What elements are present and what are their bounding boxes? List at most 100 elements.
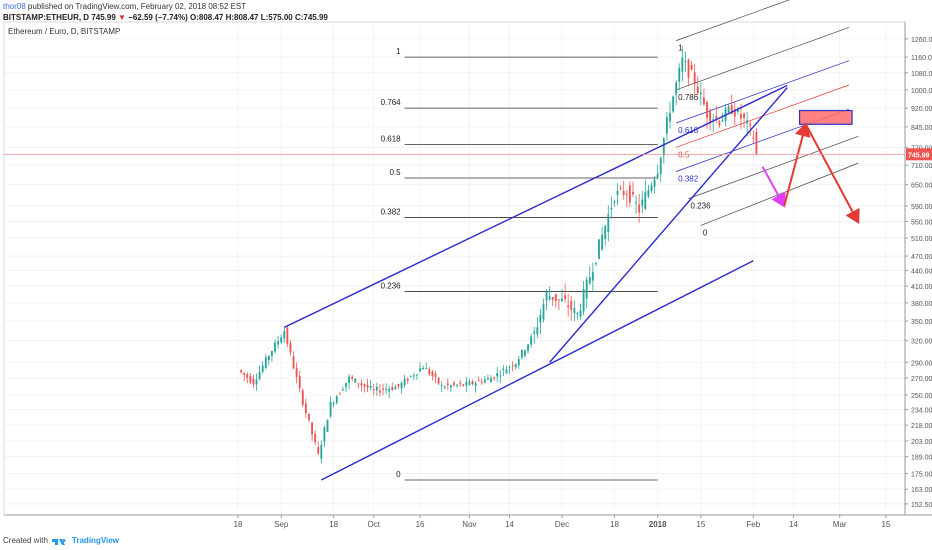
change-label: −62.59 (−7.74%) bbox=[128, 13, 188, 22]
candle-body bbox=[419, 368, 421, 372]
candle-body bbox=[286, 327, 289, 344]
candle-body bbox=[360, 383, 363, 386]
candle-body bbox=[496, 373, 499, 377]
candle-body bbox=[675, 82, 678, 95]
price-tick-label: 175.00 bbox=[911, 472, 932, 479]
candle-body bbox=[357, 383, 360, 385]
candle-body bbox=[647, 189, 650, 197]
trendlines[interactable] bbox=[283, 84, 788, 481]
candle-body bbox=[397, 383, 400, 387]
candle-body bbox=[295, 368, 298, 377]
fib-retracement[interactable]: 1 0.764 0.618 0.5 0.382 0.236 0 bbox=[381, 47, 658, 481]
channel-level-label: 1 bbox=[678, 44, 683, 53]
candle-body bbox=[564, 295, 567, 299]
candle-body bbox=[474, 383, 477, 387]
price-tick-label: 410.00 bbox=[911, 284, 932, 291]
candle-body bbox=[662, 138, 665, 156]
candle-body bbox=[576, 313, 579, 315]
candle-body bbox=[434, 373, 437, 377]
candle-body bbox=[354, 378, 357, 383]
candle-body bbox=[650, 185, 653, 191]
candle-body bbox=[459, 383, 462, 385]
price-tick-label: 163.00 bbox=[911, 487, 932, 494]
candle-body bbox=[678, 67, 681, 82]
candle-body bbox=[308, 413, 310, 421]
candle-body bbox=[715, 115, 718, 119]
symbol-label: BITSTAMP:ETHEUR, D bbox=[3, 13, 90, 22]
price-tick-label: 650.00 bbox=[911, 183, 932, 190]
candle-body bbox=[718, 121, 721, 126]
price-tick-label: 380.00 bbox=[911, 301, 932, 308]
pink-projection-arrow bbox=[761, 166, 786, 208]
price-tick-label: 234.00 bbox=[911, 408, 932, 415]
candle-body bbox=[480, 381, 483, 383]
candle-body bbox=[332, 402, 335, 405]
publish-text: published on TradingView.com, February 0… bbox=[27, 2, 247, 11]
candle-body bbox=[539, 315, 542, 323]
price-tick-label: 270.00 bbox=[911, 376, 932, 383]
channel-line bbox=[700, 162, 859, 226]
candle-body bbox=[437, 377, 440, 384]
candle-body bbox=[283, 331, 286, 339]
candle-body bbox=[644, 192, 647, 209]
date-tick-label: 18 bbox=[610, 520, 619, 529]
candle-body bbox=[271, 351, 273, 356]
candle-body bbox=[527, 344, 529, 351]
candle-body bbox=[681, 57, 684, 72]
candle-body bbox=[505, 369, 508, 374]
candle-body bbox=[493, 377, 496, 379]
candle-body bbox=[567, 305, 570, 308]
candle-body bbox=[277, 340, 280, 345]
price-tick-label: 152.50 bbox=[911, 502, 932, 509]
candle-body bbox=[468, 381, 471, 386]
candle-body bbox=[449, 385, 452, 388]
candle-body bbox=[573, 307, 576, 314]
candle-body bbox=[514, 364, 517, 368]
projections[interactable] bbox=[761, 109, 860, 224]
candle-body bbox=[490, 378, 492, 383]
candle-body bbox=[314, 434, 317, 443]
author-link[interactable]: thor08 bbox=[3, 2, 26, 11]
candle-body bbox=[601, 234, 604, 250]
candle-body bbox=[292, 356, 295, 369]
tradingview-logo-icon bbox=[51, 538, 66, 545]
candle-body bbox=[613, 201, 616, 203]
candle-body bbox=[406, 379, 409, 381]
candle-body bbox=[672, 96, 675, 112]
price-tick-label: 845.00 bbox=[911, 125, 932, 132]
date-tick-label: Mar bbox=[833, 520, 847, 529]
grid bbox=[3, 21, 906, 516]
target-zone bbox=[798, 109, 853, 125]
price-tick-label: 203.00 bbox=[911, 439, 932, 446]
candle-body bbox=[595, 262, 597, 264]
fib-level-label: 0 bbox=[396, 470, 401, 479]
candle-body bbox=[348, 376, 351, 383]
candle-body bbox=[709, 110, 712, 122]
candle-body bbox=[557, 299, 560, 301]
candle-body bbox=[261, 365, 264, 372]
down-arrow-icon: ▼ bbox=[118, 13, 126, 22]
candle-body bbox=[375, 386, 378, 391]
date-tick-label: Oct bbox=[368, 520, 381, 529]
candle-body bbox=[499, 375, 502, 377]
candle-body bbox=[669, 112, 671, 122]
date-tick-label: Nov bbox=[462, 520, 476, 529]
candle-body bbox=[335, 396, 338, 403]
channel-line bbox=[688, 135, 859, 199]
candle-body bbox=[351, 376, 354, 379]
price-tick-label: 920.00 bbox=[911, 106, 932, 113]
candle-body bbox=[653, 179, 656, 187]
candle-body bbox=[428, 369, 431, 375]
tradingview-brand[interactable]: TradingView bbox=[71, 536, 119, 545]
price-tick-label: 1260.00 bbox=[911, 37, 932, 44]
candle-body bbox=[456, 384, 459, 386]
candle-body bbox=[409, 375, 412, 377]
candle-body bbox=[582, 288, 585, 312]
price-tick-label: 290.00 bbox=[911, 360, 932, 367]
candle-body bbox=[369, 386, 372, 388]
candle-body bbox=[280, 337, 283, 343]
steep-rising-line bbox=[549, 87, 788, 363]
candle-body bbox=[524, 350, 526, 356]
candle-body bbox=[382, 388, 384, 390]
